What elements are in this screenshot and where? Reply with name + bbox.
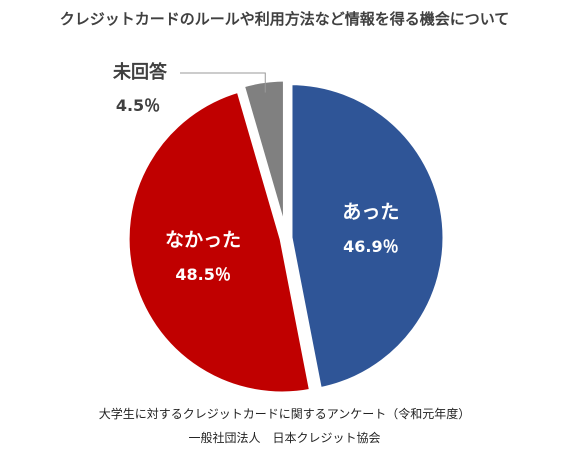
source-organization: 一般社団法人 日本クレジット協会: [188, 430, 380, 445]
pie-slice-nakatta: [124, 87, 315, 397]
slice-label-atta: あった: [342, 201, 399, 223]
leader-line-mikaitou: [180, 72, 266, 93]
slice-label-mikaitou: 未回答: [113, 61, 168, 83]
chart-title: クレジットカードのルールや利用方法など情報を得る機会について: [60, 10, 510, 28]
source-survey: 大学生に対するクレジットカードに関するアンケート（令和元年度）: [99, 406, 471, 421]
slice-label-nakatta: なかった: [165, 229, 241, 251]
pie-slices: [124, 76, 448, 397]
leader-lines: [180, 72, 266, 93]
pie-slice-mikaitou: [239, 76, 288, 237]
slice-labels: あった 46.9％ なかった 48.5％ 未回答 4.5％: [113, 61, 399, 284]
pie-slice-atta: [287, 80, 448, 393]
slice-value-nakatta: 48.5％: [175, 265, 230, 284]
slice-value-atta: 46.9％: [343, 237, 398, 256]
slice-value-mikaitou: 4.5％: [116, 96, 160, 115]
